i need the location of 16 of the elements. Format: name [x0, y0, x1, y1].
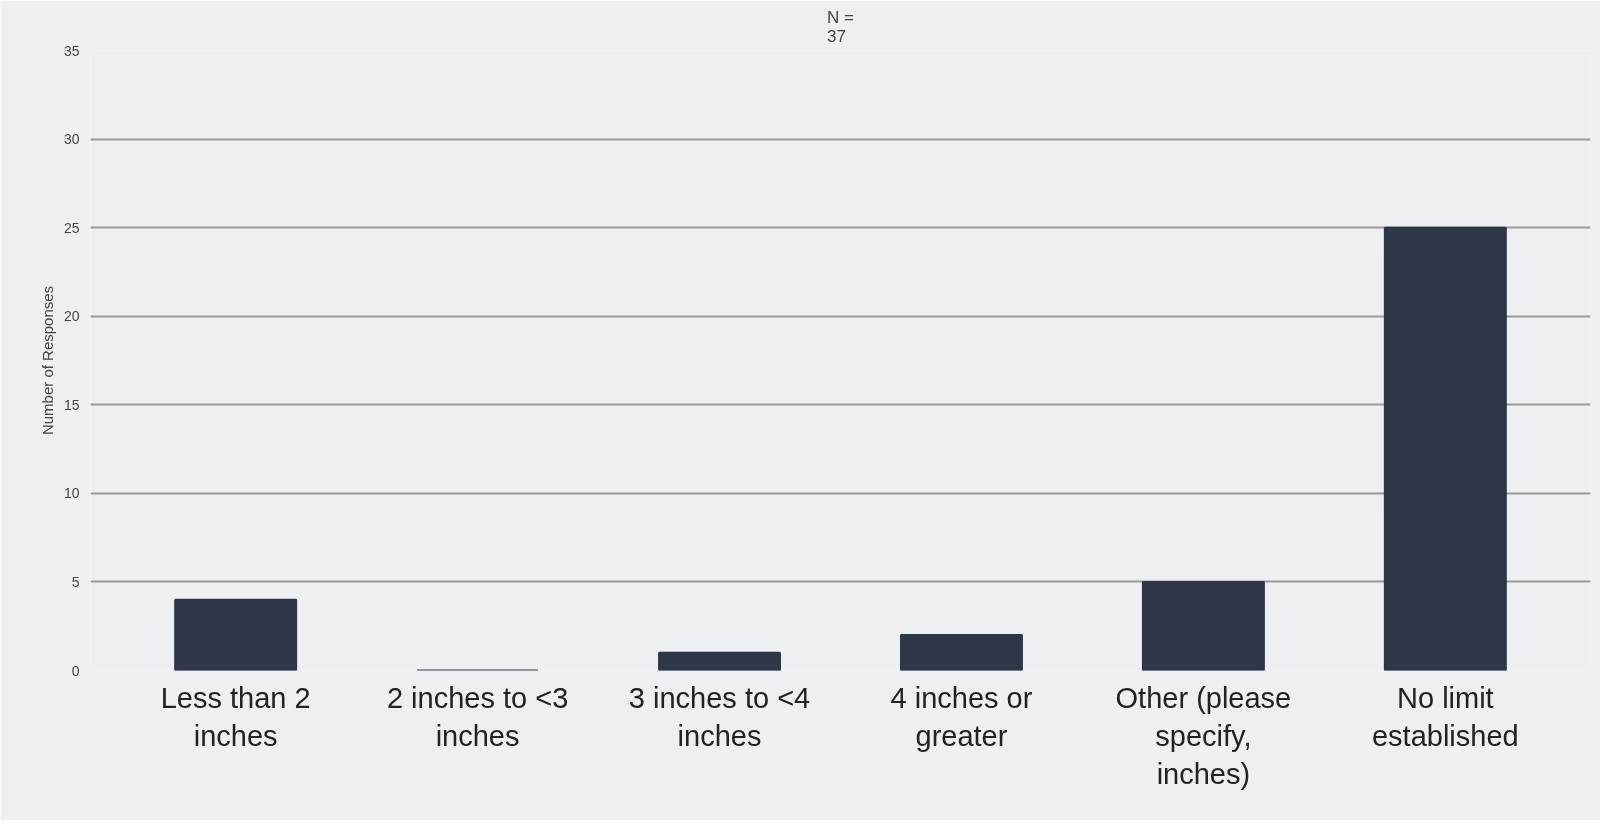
y-axis-title: Number of Responses — [38, 285, 56, 436]
x-tick-label: 4 inches or greater — [890, 681, 1033, 752]
y-tick-label: 5 — [71, 573, 80, 590]
x-tick-label: No limit established — [1371, 681, 1519, 752]
y-tick-label: 10 — [63, 485, 80, 502]
y-tick-label: 20 — [63, 308, 80, 325]
x-tick-label: Less than 2 inches — [160, 681, 311, 752]
y-tick-label: 0 — [71, 662, 80, 679]
x-tick-label: 2 inches to <3 inches — [386, 681, 569, 752]
y-tick-label: 30 — [63, 131, 80, 148]
x-tick-label: 3 inches to <4 inches — [628, 681, 811, 752]
y-tick-label: 15 — [63, 396, 80, 413]
y-tick-label: 25 — [63, 219, 80, 236]
y-tick-label: 35 — [63, 42, 80, 59]
x-tick-label: Other (please specify, inches) — [1115, 681, 1292, 791]
chart-title: N = 37 — [827, 7, 855, 46]
